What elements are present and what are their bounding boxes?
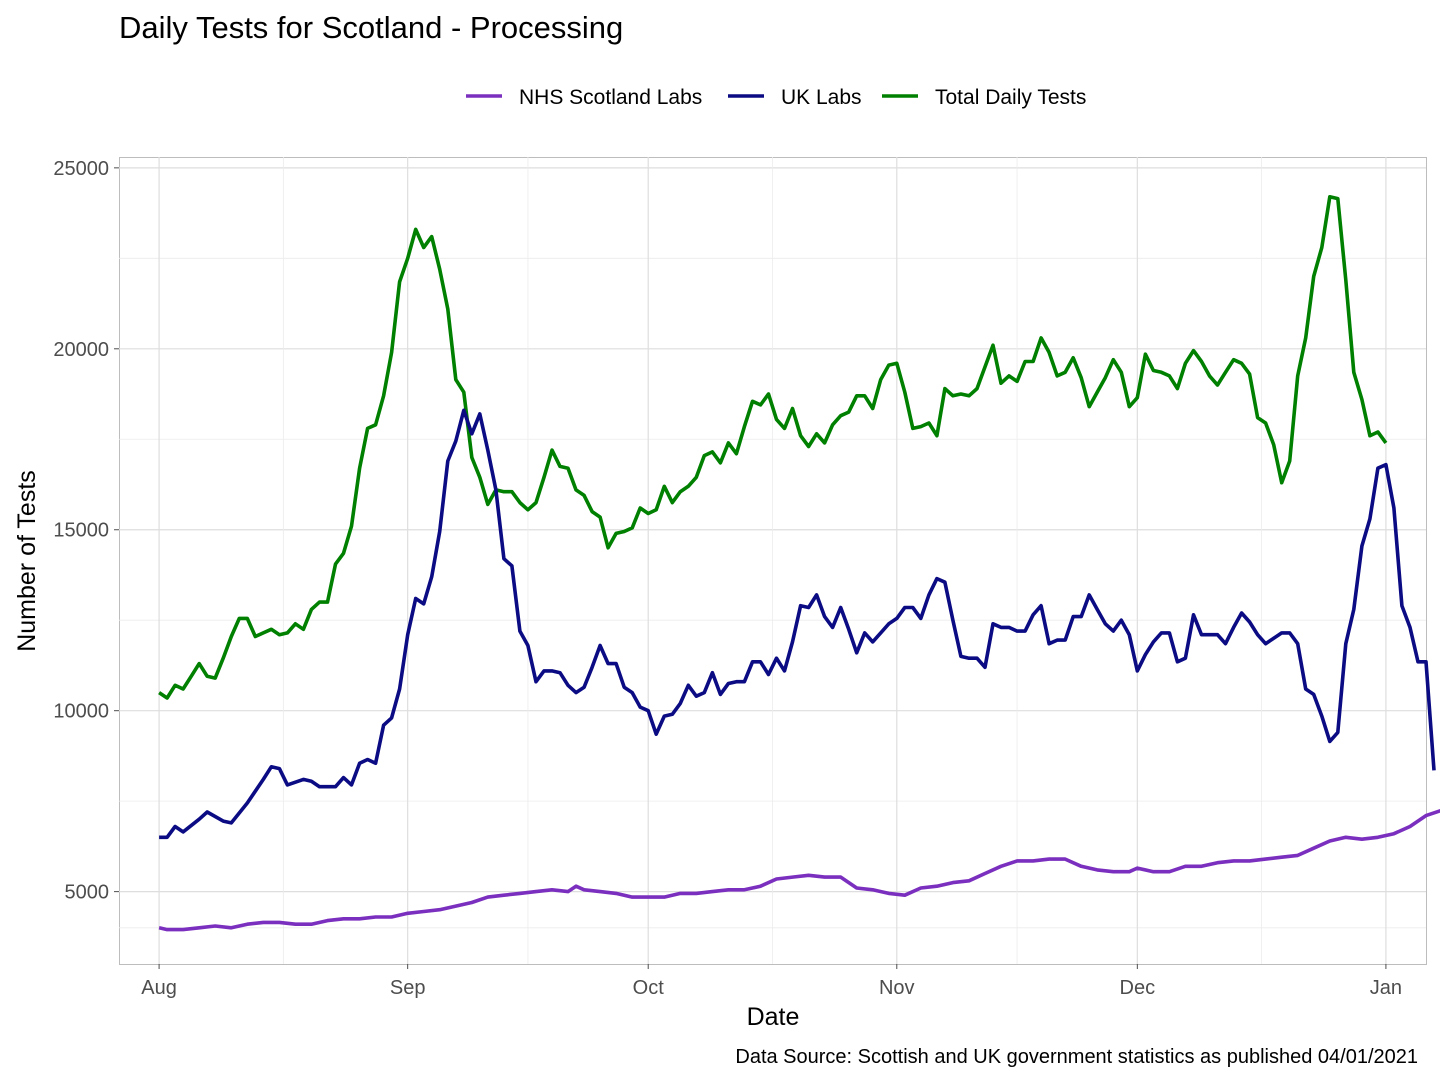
chart-title: Daily Tests for Scotland - Processing [119,10,623,45]
legend-label-total-daily-tests: Total Daily Tests [935,86,1086,109]
x-tick-label-3: Nov [879,977,915,999]
x-tick-label-1: Sep [390,977,426,999]
y-tick-label-4: 25000 [53,158,109,180]
legend: NHS Scotland Labs UK Labs Total Daily Test… [466,86,1086,109]
y-tick-label-1: 10000 [53,701,109,723]
legend-label-nhs-scotland-labs: NHS Scotland Labs [519,86,702,109]
y-tick-label-0: 5000 [65,882,110,904]
y-tick-label-3: 20000 [53,339,109,361]
plot-panel-border [119,157,1427,965]
x-tick-label-4: Dec [1120,977,1156,999]
series-line-total-daily-tests [158,195,1388,700]
y-tick-label-2: 15000 [53,520,109,542]
chart-caption: Data Source: Scottish and UK government … [735,1046,1418,1068]
series-line-nhs-scotland-labs [158,808,1440,932]
legend-label-uk-labs: UK Labs [781,86,862,109]
series-layer [158,195,1440,932]
x-axis-ticks: Aug Sep Oct Nov Dec Jan [141,964,1402,999]
x-tick-label-5: Jan [1370,977,1402,999]
x-tick-label-2: Oct [633,977,665,999]
y-axis-title: Number of Tests [13,470,41,652]
y-axis-ticks: 5000 10000 15000 20000 25000 [53,158,119,904]
series-line-uk-labs [159,408,1436,840]
x-tick-label-0: Aug [141,977,177,999]
grid [119,157,1426,964]
x-axis-title: Date [747,1003,800,1031]
